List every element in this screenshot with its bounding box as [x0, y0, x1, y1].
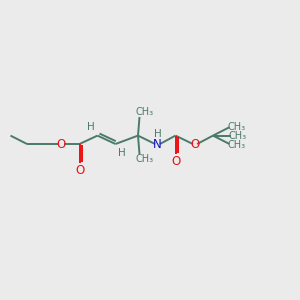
- Text: CH₃: CH₃: [136, 107, 154, 117]
- Text: CH₃: CH₃: [229, 130, 247, 141]
- Text: CH₃: CH₃: [227, 140, 245, 150]
- Text: O: O: [57, 137, 66, 151]
- Text: N: N: [153, 137, 162, 151]
- Text: CH₃: CH₃: [136, 154, 154, 164]
- Text: O: O: [190, 137, 200, 151]
- Text: H: H: [154, 129, 162, 140]
- Text: O: O: [171, 155, 180, 169]
- Text: H: H: [118, 148, 125, 158]
- Text: O: O: [75, 164, 84, 177]
- Text: H: H: [87, 122, 95, 132]
- Text: CH₃: CH₃: [227, 122, 245, 132]
